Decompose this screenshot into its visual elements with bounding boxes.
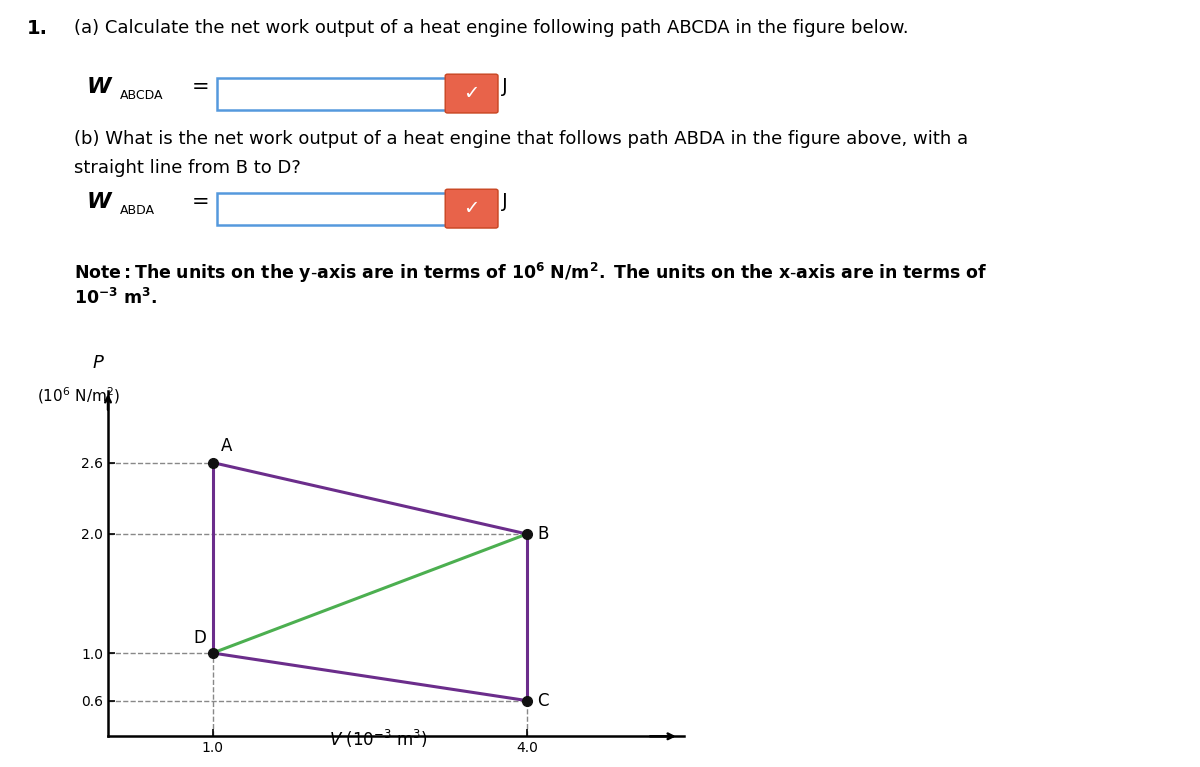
Text: $\bfit{W}$: $\bfit{W}$ xyxy=(86,192,114,212)
Text: B: B xyxy=(538,525,548,543)
Text: 1.: 1. xyxy=(26,19,48,38)
Text: =: = xyxy=(192,192,210,212)
Text: straight line from B to D?: straight line from B to D? xyxy=(74,159,301,176)
Text: P: P xyxy=(92,354,104,372)
Text: $\mathbf{Note: The\ units\ on\ the\ y\text{-}axis\ are\ in\ terms\ of\ 10^6\ N/m: $\mathbf{Note: The\ units\ on\ the\ y\te… xyxy=(74,261,988,285)
FancyBboxPatch shape xyxy=(217,77,467,110)
Text: (b) What is the net work output of a heat engine that follows path ABDA in the f: (b) What is the net work output of a hea… xyxy=(74,130,968,148)
FancyBboxPatch shape xyxy=(445,74,498,113)
Text: J: J xyxy=(502,77,508,96)
Text: D: D xyxy=(193,629,206,647)
FancyBboxPatch shape xyxy=(445,189,498,228)
Text: $V$ (10$^{-3}$ m$^3$): $V$ (10$^{-3}$ m$^3$) xyxy=(329,728,427,750)
FancyBboxPatch shape xyxy=(217,193,467,225)
Text: J: J xyxy=(502,192,508,211)
Text: ✓: ✓ xyxy=(463,84,480,103)
Text: A: A xyxy=(221,437,233,456)
Text: C: C xyxy=(538,692,548,709)
Text: =: = xyxy=(192,77,210,97)
Text: ✓: ✓ xyxy=(463,199,480,218)
Text: (10$^6$ N/m$^2$): (10$^6$ N/m$^2$) xyxy=(36,385,120,406)
Text: ABCDA: ABCDA xyxy=(120,89,163,102)
Text: $\mathbf{10^{-3}\ m^3.}$: $\mathbf{10^{-3}\ m^3.}$ xyxy=(74,288,157,308)
Text: $\bfit{W}$: $\bfit{W}$ xyxy=(86,77,114,97)
Text: ABDA: ABDA xyxy=(120,204,155,217)
Text: (a) Calculate the net work output of a heat engine following path ABCDA in the f: (a) Calculate the net work output of a h… xyxy=(74,19,910,37)
